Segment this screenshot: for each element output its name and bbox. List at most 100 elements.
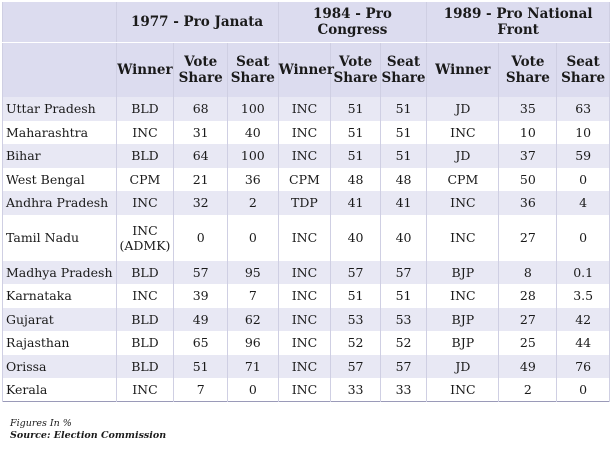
winner-header-1984: Winner bbox=[277, 42, 334, 97]
table-row: Andhra Pradesh INC 32 2 TDP 41 41 INC 36 4 bbox=[2, 191, 610, 215]
state-cell: Andhra Pradesh bbox=[2, 191, 117, 215]
seat-share-1989-cell: 42 bbox=[556, 307, 610, 331]
winner-1989-cell: BJP bbox=[426, 307, 500, 331]
state-cell: Rajasthan bbox=[2, 331, 117, 355]
vote-share-1989-cell: 35 bbox=[498, 97, 558, 121]
table-row: Karnataka INC 39 7 INC 51 51 INC 28 3.5 bbox=[2, 284, 610, 308]
winner-header-1977: Winner bbox=[115, 42, 175, 97]
seat-share-header-1984: Seat Share bbox=[379, 42, 428, 97]
vote-share-1984-cell: 51 bbox=[330, 284, 381, 308]
winner-1984-cell: INC bbox=[277, 214, 332, 261]
seat-share-1989-cell: 10 bbox=[556, 120, 610, 144]
vote-share-1977-cell: 49 bbox=[173, 307, 229, 331]
winner-1977-cell: INC bbox=[115, 191, 175, 215]
winner-1989-cell: INC bbox=[426, 378, 500, 402]
vote-share-1989-cell: 28 bbox=[498, 284, 558, 308]
vote-share-1989-cell: 8 bbox=[498, 260, 558, 284]
footnote: Figures In % Source: Election Commission bbox=[10, 418, 166, 442]
table-row: Rajasthan BLD 65 96 INC 52 52 BJP 25 44 bbox=[2, 331, 610, 355]
winner-1984-cell: INC bbox=[277, 144, 332, 168]
vote-share-1984-cell: 33 bbox=[330, 378, 381, 402]
seat-share-1984-cell: 48 bbox=[379, 167, 428, 191]
vote-share-1989-cell: 27 bbox=[498, 307, 558, 331]
vote-share-1977-cell: 31 bbox=[173, 120, 229, 144]
vote-share-1977-cell: 65 bbox=[173, 331, 229, 355]
winner-1989-cell: INC bbox=[426, 284, 500, 308]
seat-share-1989-cell: 4 bbox=[556, 191, 610, 215]
figures-note: Figures In % bbox=[10, 418, 72, 429]
winner-1989-cell: BJP bbox=[426, 260, 500, 284]
winner-1977-cell: INC bbox=[115, 378, 175, 402]
seat-share-1977-cell: 0 bbox=[227, 378, 279, 402]
seat-share-1977-cell: 95 bbox=[227, 260, 279, 284]
table-body: Uttar Pradesh BLD 68 100 INC 51 51 JD 35 63 Mahara… bbox=[2, 97, 610, 402]
winner-1989-cell: INC bbox=[426, 120, 500, 144]
winner-1977-cell: BLD bbox=[115, 260, 175, 284]
vote-share-header-1984: Vote Share bbox=[330, 42, 381, 97]
state-cell: Karnataka bbox=[2, 284, 117, 308]
winner-1989-cell: JD bbox=[426, 97, 500, 121]
vote-share-1989-cell: 49 bbox=[498, 354, 558, 378]
vote-share-1984-cell: 57 bbox=[330, 354, 381, 378]
winner-1989-cell: INC bbox=[426, 214, 500, 261]
seat-share-1989-cell: 0.1 bbox=[556, 260, 610, 284]
winner-1977-cell: INC bbox=[115, 284, 175, 308]
group-header-1984: 1984 - Pro Congress bbox=[277, 2, 428, 43]
state-cell: Maharashtra bbox=[2, 120, 117, 144]
vote-share-1989-cell: 2 bbox=[498, 378, 558, 402]
winner-1984-cell: INC bbox=[277, 378, 332, 402]
seat-share-1977-cell: 62 bbox=[227, 307, 279, 331]
vote-share-1984-cell: 51 bbox=[330, 97, 381, 121]
winner-1984-cell: INC bbox=[277, 307, 332, 331]
group-header-1989: 1989 - Pro National Front bbox=[426, 2, 610, 43]
vote-share-header-1977: Vote Share bbox=[173, 42, 229, 97]
seat-share-1977-cell: 40 bbox=[227, 120, 279, 144]
source-note: Source: Election Commission bbox=[10, 430, 167, 441]
vote-share-1977-cell: 64 bbox=[173, 144, 229, 168]
table-row: Uttar Pradesh BLD 68 100 INC 51 51 JD 35 63 bbox=[2, 97, 610, 121]
state-cell: Kerala bbox=[2, 378, 117, 402]
corner-cell bbox=[2, 2, 117, 43]
seat-share-1989-cell: 63 bbox=[556, 97, 610, 121]
seat-share-1989-cell: 44 bbox=[556, 331, 610, 355]
winner-1977-cell: BLD bbox=[115, 354, 175, 378]
seat-share-1977-cell: 36 bbox=[227, 167, 279, 191]
winner-1977-cell: CPM bbox=[115, 167, 175, 191]
vote-share-1977-cell: 21 bbox=[173, 167, 229, 191]
vote-share-1977-cell: 57 bbox=[173, 260, 229, 284]
winner-1984-cell: CPM bbox=[277, 167, 332, 191]
winner-1984-cell: INC bbox=[277, 260, 332, 284]
seat-share-1984-cell: 51 bbox=[379, 120, 428, 144]
state-cell: Orissa bbox=[2, 354, 117, 378]
vote-share-1984-cell: 51 bbox=[330, 144, 381, 168]
table-row: Bihar BLD 64 100 INC 51 51 JD 37 59 bbox=[2, 144, 610, 168]
seat-share-1989-cell: 0 bbox=[556, 214, 610, 261]
seat-share-1989-cell: 3.5 bbox=[556, 284, 610, 308]
seat-share-1977-cell: 100 bbox=[227, 97, 279, 121]
vote-share-1984-cell: 53 bbox=[330, 307, 381, 331]
seat-share-1984-cell: 33 bbox=[379, 378, 428, 402]
winner-1984-cell: INC bbox=[277, 331, 332, 355]
winner-1984-cell: TDP bbox=[277, 191, 332, 215]
vote-share-1984-cell: 41 bbox=[330, 191, 381, 215]
table-row: West Bengal CPM 21 36 CPM 48 48 CPM 50 0 bbox=[2, 167, 610, 191]
election-results-table: 1977 - Pro Janata 1984 - Pro Congress 19… bbox=[2, 2, 610, 402]
winner-1989-cell: CPM bbox=[426, 167, 500, 191]
seat-share-header-1989: Seat Share bbox=[556, 42, 610, 97]
winner-1989-cell: INC bbox=[426, 191, 500, 215]
vote-share-1989-cell: 50 bbox=[498, 167, 558, 191]
winner-1989-cell: JD bbox=[426, 354, 500, 378]
winner-1977-cell: BLD bbox=[115, 307, 175, 331]
vote-share-1984-cell: 57 bbox=[330, 260, 381, 284]
seat-share-1989-cell: 0 bbox=[556, 167, 610, 191]
seat-share-1984-cell: 53 bbox=[379, 307, 428, 331]
seat-share-1977-cell: 100 bbox=[227, 144, 279, 168]
group-header-row: 1977 - Pro Janata 1984 - Pro Congress 19… bbox=[2, 2, 610, 43]
seat-share-1989-cell: 76 bbox=[556, 354, 610, 378]
vote-share-1989-cell: 10 bbox=[498, 120, 558, 144]
seat-share-1984-cell: 51 bbox=[379, 97, 428, 121]
winner-1977-cell: BLD bbox=[115, 144, 175, 168]
seat-share-header-1977: Seat Share bbox=[227, 42, 279, 97]
winner-1984-cell: INC bbox=[277, 120, 332, 144]
seat-share-1977-cell: 0 bbox=[227, 214, 279, 261]
